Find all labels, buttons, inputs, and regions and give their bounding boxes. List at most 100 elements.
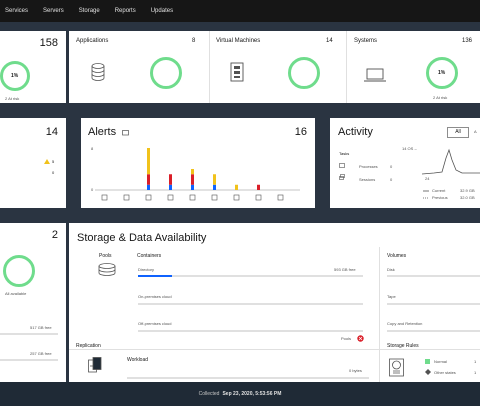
nav-reports[interactable]: Reports [114, 8, 136, 14]
pools-badge-label: Pools [341, 336, 352, 341]
systems-count: 136 [462, 38, 473, 44]
vms-title: Virtual Machines [216, 38, 261, 44]
legend-previous: Previous [432, 195, 448, 200]
system-icon[interactable] [167, 194, 174, 201]
alerts-panel[interactable]: Alerts 16 8 0 [81, 118, 315, 208]
applications-count: 8 [192, 38, 196, 44]
row3-left-count: 2 [51, 229, 58, 241]
legend-current: Current [432, 188, 446, 193]
alerts-y-top: 8 [91, 146, 94, 151]
applications-ring [150, 57, 182, 89]
other-states-label: Other states [434, 370, 456, 375]
settings-icon[interactable] [277, 194, 284, 201]
containers-label: Containers [137, 253, 162, 259]
free-space-2: 257 GB free [30, 351, 52, 356]
free-space-1: 517 GB free [30, 325, 52, 330]
alert-bar-device[interactable] [191, 184, 194, 190]
alert-bar-storage[interactable] [147, 174, 150, 185]
at-risk-ring [0, 61, 30, 91]
tape-bar [387, 303, 480, 305]
vms-ring [288, 57, 320, 89]
processes-value: 0 [390, 164, 393, 169]
alert-bar-rack[interactable] [257, 184, 260, 190]
nav-storage[interactable]: Storage [78, 8, 100, 14]
tasks-label: Tasks [339, 151, 350, 156]
tab-next[interactable]: A [474, 129, 477, 134]
systems-title: Systems [354, 38, 378, 44]
free-bar-2 [0, 359, 58, 361]
onprem-bar [138, 303, 363, 305]
rack-icon[interactable] [255, 194, 262, 201]
process-icon [339, 163, 345, 168]
zero-count: 0 [52, 170, 55, 175]
nav-servers[interactable]: Servers [43, 8, 64, 14]
alerts-title: Alerts [88, 126, 117, 138]
top-navigation: Services Servers Storage Reports Updates [0, 0, 480, 22]
server-icon[interactable] [123, 194, 130, 201]
activity-sparkline [421, 148, 480, 175]
summary-count: 158 [39, 37, 58, 49]
sessions-value: 0 [390, 177, 393, 182]
alert-bar-storage[interactable] [147, 148, 150, 175]
nav-updates[interactable]: Updates [150, 8, 174, 14]
availability-ring [3, 255, 35, 287]
row3-left-panel[interactable]: 2 All available 517 GB free 257 GB free [0, 223, 66, 382]
storage-icon[interactable] [145, 194, 152, 201]
ring-percent: 1% [11, 73, 19, 79]
session-icon [339, 174, 345, 180]
replication-label: Replication [76, 343, 101, 349]
workload-bar [127, 377, 369, 379]
alert-bar-storage[interactable] [147, 184, 150, 190]
nav-services[interactable]: Services [5, 8, 29, 14]
onprem-label: On-premises cloud [138, 294, 172, 299]
divider [379, 247, 380, 382]
device-icon[interactable] [189, 194, 196, 201]
applications-panel[interactable]: Applications 8 Virtual Machines 14 Syste… [69, 31, 480, 103]
divider [209, 31, 210, 103]
alert-bar-device[interactable] [191, 174, 194, 185]
chart-top-label: 14 OS – [402, 146, 417, 151]
network-icon[interactable] [211, 194, 218, 201]
storage-title: Storage & Data Availability [77, 232, 207, 244]
replication-icon [88, 357, 102, 373]
server-tower-icon [230, 62, 244, 82]
volumes-label: Volumes [387, 253, 407, 259]
systems-at-risk: 2 At risk [433, 95, 448, 100]
summary-left-panel[interactable]: 158 1% 2 At risk [0, 31, 66, 103]
legend-current-value: 32.9 GB [460, 188, 475, 193]
systems-ring [426, 57, 458, 89]
collected-label: Collected [198, 391, 220, 397]
storage-rules-icon [389, 358, 404, 377]
row2-left-panel[interactable]: 14 5 0 [0, 118, 66, 208]
systems-ring-percent: 1% [438, 70, 446, 76]
copy-retention-label: Copy and Retention [387, 321, 423, 326]
at-risk-label: 2 At risk [5, 96, 20, 101]
free-bar-1 [0, 333, 58, 335]
error-icon [357, 335, 364, 342]
directory-bar [138, 275, 363, 277]
pools-label: Pools [99, 253, 112, 259]
other-states-icon [425, 369, 431, 375]
all-available-label: All available [5, 291, 27, 296]
collected-timestamp: Sep 23, 2020, 5:53:56 PM [222, 391, 282, 397]
legend-previous-swatch [423, 197, 429, 199]
alert-bar-globe[interactable] [235, 184, 238, 190]
alert-bar-system[interactable] [169, 184, 172, 190]
normal-value: 1 [474, 359, 477, 364]
database-icon [91, 63, 105, 81]
activity-panel[interactable]: Activity All A Tasks Processes 0 Session… [330, 118, 480, 208]
globe-icon[interactable] [233, 194, 240, 201]
storage-panel[interactable]: Storage & Data Availability Pools Contai… [69, 223, 480, 382]
processes-label: Processes [359, 164, 378, 169]
alert-bar-network[interactable] [213, 184, 216, 190]
alert-bar-system[interactable] [169, 174, 172, 185]
disk-label: Disk [387, 267, 395, 272]
tab-all-label: All [455, 129, 461, 135]
alert-bar-network[interactable] [213, 174, 216, 185]
directory-bar-fill [138, 275, 172, 277]
normal-label: Normal [434, 359, 447, 364]
alert-bar-device[interactable] [191, 169, 194, 175]
tab-all[interactable]: All [447, 127, 469, 138]
divider [346, 31, 347, 103]
app-icon[interactable] [101, 194, 108, 201]
